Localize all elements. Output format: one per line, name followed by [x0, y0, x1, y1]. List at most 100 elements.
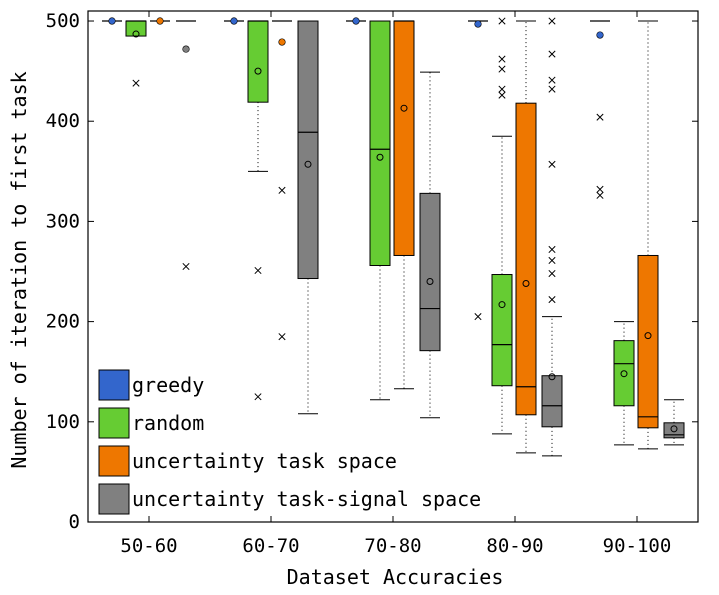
legend: greedy random uncertainty task space uncert… — [98, 369, 481, 515]
legend-swatch — [98, 483, 130, 515]
legend-swatch — [98, 445, 130, 477]
box-body — [125, 20, 147, 37]
outlier-stroke-b — [596, 185, 604, 193]
outlier-stroke-b — [548, 296, 556, 304]
plot-area — [87, 10, 699, 523]
box-50-60 — [150, 17, 170, 25]
outlier-stroke-b — [548, 245, 556, 254]
mean-marker — [182, 45, 190, 53]
mean-marker — [132, 30, 140, 38]
box-body — [247, 20, 269, 103]
outlier-stroke-b — [548, 76, 556, 84]
box-70-80 — [393, 20, 415, 390]
box-body — [541, 375, 563, 428]
x-tick-label: 60-70 — [242, 535, 299, 557]
box-50-60 — [125, 20, 147, 87]
mean-marker — [352, 17, 360, 25]
outlier-marker — [548, 296, 556, 304]
mean-marker — [548, 373, 556, 381]
outlier-marker — [548, 269, 556, 278]
box-90-100 — [637, 20, 659, 450]
box-80-90 — [491, 17, 513, 435]
box-body — [419, 192, 441, 352]
box-80-90 — [541, 17, 563, 457]
outlier-marker — [254, 393, 262, 401]
outlier-marker — [596, 113, 604, 121]
y-tick-label: 0 — [69, 511, 80, 533]
outlier-marker — [278, 186, 286, 194]
mean-marker — [156, 17, 164, 25]
outlier-stroke-b — [596, 113, 604, 121]
box-series-group — [102, 17, 685, 457]
mean-marker — [474, 20, 482, 28]
outlier-marker — [548, 256, 556, 265]
box-body — [491, 274, 513, 387]
box-body — [393, 20, 415, 256]
series-uncertainty-task-signal-space — [176, 17, 685, 457]
box-body — [369, 20, 391, 266]
outlier-marker — [596, 191, 604, 199]
legend-swatch — [98, 407, 130, 439]
mean-marker — [400, 104, 408, 112]
box-60-70 — [297, 20, 319, 415]
box-80-90 — [468, 20, 488, 321]
box-body — [515, 102, 537, 416]
mean-marker — [522, 280, 530, 288]
series-uncertainty-task-space — [150, 17, 659, 454]
legend-label: uncertainty task space — [132, 449, 397, 473]
outlier-marker — [548, 160, 556, 168]
mean-marker — [254, 67, 262, 75]
outlier-marker — [498, 65, 506, 73]
legend-label: random — [132, 411, 204, 435]
legend-swatch — [98, 369, 130, 401]
plot-frame — [87, 10, 699, 523]
box-body — [663, 422, 685, 439]
mean-marker — [670, 425, 678, 433]
box-body — [613, 340, 635, 407]
box-70-80 — [346, 17, 366, 25]
series-random — [125, 17, 635, 446]
y-tick-label: 100 — [46, 411, 80, 433]
outlier-marker — [182, 262, 190, 271]
x-tick-label: 80-90 — [486, 535, 543, 557]
series-greedy — [102, 17, 610, 321]
x-axis-title: Dataset Accuracies — [287, 565, 504, 589]
outlier-stroke-b — [596, 191, 604, 199]
mean-marker — [620, 370, 628, 378]
outlier-marker — [498, 55, 506, 63]
box-50-60 — [176, 20, 196, 271]
outlier-marker — [498, 91, 506, 99]
mean-marker — [596, 31, 604, 39]
mean-marker — [304, 160, 312, 168]
legend-item-uncertainty-task-signal-space: uncertainty task-signal space — [98, 483, 481, 515]
mean-marker — [278, 38, 286, 46]
y-tick-label: 200 — [46, 311, 80, 333]
outlier-marker — [132, 79, 140, 87]
box-90-100 — [663, 399, 685, 446]
box-60-70 — [247, 20, 269, 401]
outlier-stroke-b — [548, 50, 556, 58]
outlier-stroke-b — [498, 91, 506, 99]
outlier-stroke-b — [548, 269, 556, 278]
y-tick-label: 500 — [46, 10, 80, 32]
mean-marker — [108, 17, 116, 25]
outlier-stroke-b — [132, 79, 140, 87]
box-50-60 — [102, 17, 122, 25]
outlier-stroke-b — [498, 65, 506, 73]
outlier-stroke-b — [548, 85, 556, 93]
box-80-90 — [515, 20, 537, 454]
outlier-stroke-b — [548, 17, 556, 25]
outlier-marker — [498, 85, 506, 93]
mean-marker — [230, 17, 238, 25]
x-axis: 50-60 60-70 70-80 80-90 90-100 — [120, 11, 671, 557]
outlier-marker — [278, 333, 286, 341]
y-tick-label: 300 — [46, 210, 80, 232]
y-axis-title: Number of iteration to first task — [7, 71, 31, 468]
outlier-marker — [474, 313, 482, 321]
box-60-70 — [224, 17, 244, 25]
box-90-100 — [613, 321, 635, 446]
outlier-marker — [548, 85, 556, 93]
box-60-70 — [272, 20, 292, 341]
outlier-stroke-b — [548, 160, 556, 168]
